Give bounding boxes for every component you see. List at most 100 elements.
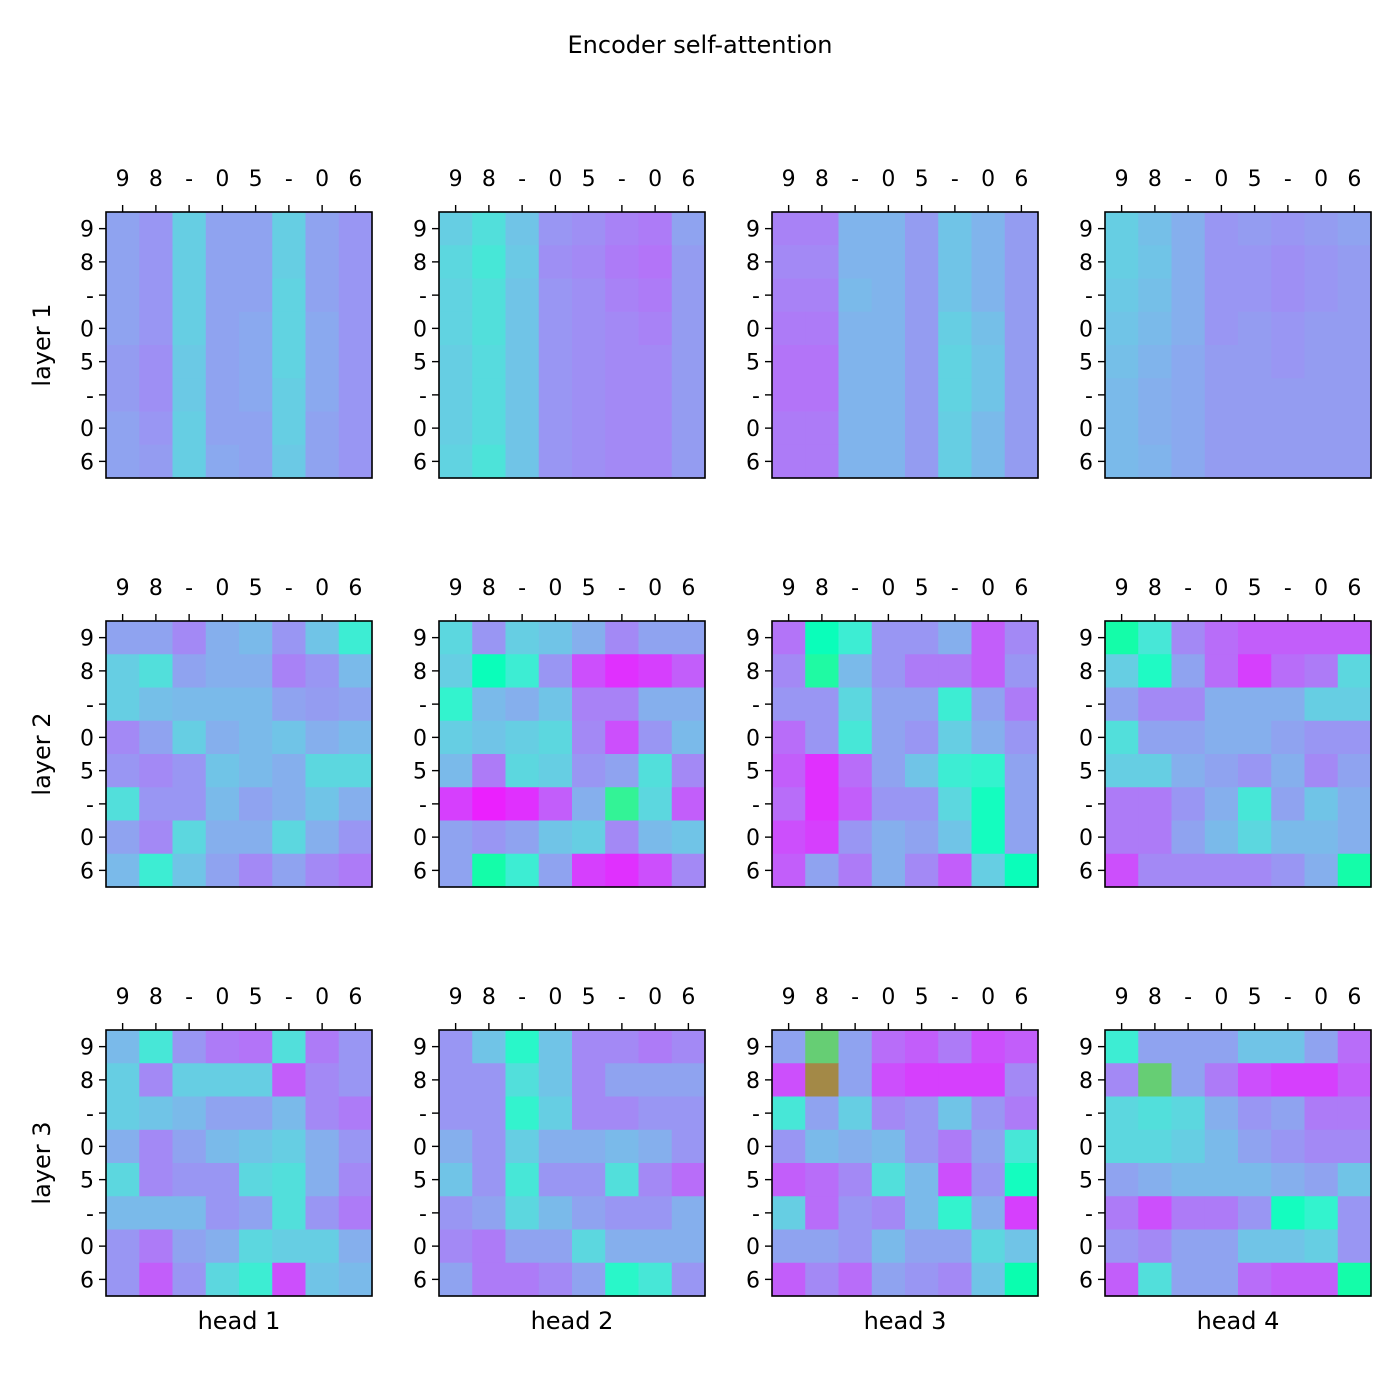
heatmap-cell xyxy=(106,820,140,855)
heatmap-cell xyxy=(772,1063,806,1098)
heatmap-cell xyxy=(938,1262,973,1297)
top-tick-label: 8 xyxy=(1148,576,1162,601)
heatmap-cell xyxy=(971,212,1006,246)
heatmap-cell xyxy=(572,278,606,313)
heatmap-cell xyxy=(205,278,240,313)
heatmap-cell xyxy=(106,720,140,755)
heatmap-cell xyxy=(638,1063,673,1098)
heatmap-cell xyxy=(239,411,273,446)
heatmap-cell xyxy=(538,1196,573,1231)
heatmap-cell xyxy=(305,820,340,855)
panel-frame xyxy=(438,620,706,888)
left-tick-label: 0 xyxy=(746,417,760,442)
heatmap-cell xyxy=(671,1030,706,1064)
heatmap-cell xyxy=(272,1196,307,1231)
heatmap-cell xyxy=(572,1096,606,1131)
left-tick-label: 8 xyxy=(413,251,427,276)
head-label: head 2 xyxy=(531,1307,614,1335)
heatmap-cell xyxy=(172,853,207,888)
heatmap-cell xyxy=(305,621,340,655)
left-tick-label: 0 xyxy=(746,826,760,851)
heatmap-cell xyxy=(472,1096,507,1131)
heatmap-cell xyxy=(439,444,473,479)
heatmap-cell xyxy=(239,1229,273,1264)
heatmap-cell xyxy=(572,1229,606,1264)
heatmap-cell xyxy=(772,820,806,855)
heatmap-cell xyxy=(106,1129,140,1164)
top-tick-label: 9 xyxy=(1115,167,1129,192)
left-tick-label: 5 xyxy=(413,760,427,785)
heatmap-cell xyxy=(638,853,673,888)
heatmap-cell xyxy=(805,654,840,689)
heatmap-cell xyxy=(272,687,307,722)
left-tick-label: 9 xyxy=(413,627,427,652)
left-tick-label: 6 xyxy=(1079,859,1093,884)
heatmap-cell xyxy=(838,754,873,788)
heatmap-cell xyxy=(638,444,673,479)
heatmap-cell xyxy=(106,1063,140,1098)
heatmap-cell xyxy=(505,853,540,888)
left-tick-label: 0 xyxy=(1079,1135,1093,1160)
heatmap-cell xyxy=(805,787,840,822)
heatmap-cell xyxy=(1337,1163,1372,1197)
heatmap-cell xyxy=(638,654,673,689)
left-tick-label: 9 xyxy=(413,218,427,243)
heatmap-cell xyxy=(772,1129,806,1164)
heatmap-cell xyxy=(1105,1096,1139,1131)
heatmap-cell xyxy=(1337,378,1372,413)
heatmap-cell xyxy=(772,621,806,655)
layer-label: layer 3 xyxy=(28,1121,56,1204)
heatmap-cell xyxy=(205,245,240,280)
heatmap-cell xyxy=(971,1163,1006,1197)
left-tick-label: 9 xyxy=(80,1036,94,1061)
top-tick-label: 6 xyxy=(348,576,362,601)
left-tick-label: - xyxy=(1085,384,1093,409)
left-tick-label: 6 xyxy=(746,859,760,884)
heatmap-cell xyxy=(572,754,606,788)
heatmap-cell xyxy=(272,245,307,280)
heatmap-cell xyxy=(472,687,507,722)
top-tick-label: 0 xyxy=(548,576,562,601)
heatmap-cell xyxy=(772,345,806,379)
figure-title: Encoder self-attention xyxy=(568,31,833,59)
heatmap-cell xyxy=(905,787,939,822)
top-tick-label: - xyxy=(618,985,626,1010)
left-tick-label: - xyxy=(86,284,94,309)
heatmap-cell xyxy=(772,311,806,346)
heatmap-cell xyxy=(605,720,640,755)
top-tick-label: - xyxy=(285,167,293,192)
top-tick-label: 0 xyxy=(315,167,329,192)
heatmap-cell xyxy=(1304,720,1339,755)
heatmap-cell xyxy=(338,1096,373,1131)
heatmap-cell xyxy=(1004,444,1039,479)
heatmap-cell xyxy=(172,1229,207,1264)
heatmap-cell xyxy=(1105,754,1139,788)
top-tick-label: 0 xyxy=(315,985,329,1010)
heatmap-cell xyxy=(1238,212,1272,246)
heatmap-cell xyxy=(871,1196,906,1231)
heatmap-cell xyxy=(472,654,507,689)
heatmap-cell xyxy=(305,687,340,722)
heatmap-cell xyxy=(1004,311,1039,346)
heatmap-cell xyxy=(971,1096,1006,1131)
heatmap-cell xyxy=(1271,754,1306,788)
heatmap-cell xyxy=(1238,1030,1272,1064)
heatmap-cell xyxy=(1138,820,1173,855)
heatmap-cell xyxy=(538,311,573,346)
heatmap-cell xyxy=(139,1096,174,1131)
heatmap-cell xyxy=(239,853,273,888)
top-tick-label: 0 xyxy=(548,167,562,192)
heatmap-cell xyxy=(1138,720,1173,755)
heatmap-cell xyxy=(305,444,340,479)
heatmap-cell xyxy=(905,1030,939,1064)
heatmap-cell xyxy=(1105,853,1139,888)
top-tick-label: - xyxy=(518,985,526,1010)
left-tick-label: 8 xyxy=(413,660,427,685)
heatmap-cell xyxy=(139,378,174,413)
heatmap-cell xyxy=(905,444,939,479)
panel-frame xyxy=(105,211,373,479)
heatmap-cell xyxy=(1271,378,1306,413)
left-tick-label: - xyxy=(1085,693,1093,718)
heatmap-cell xyxy=(439,720,473,755)
